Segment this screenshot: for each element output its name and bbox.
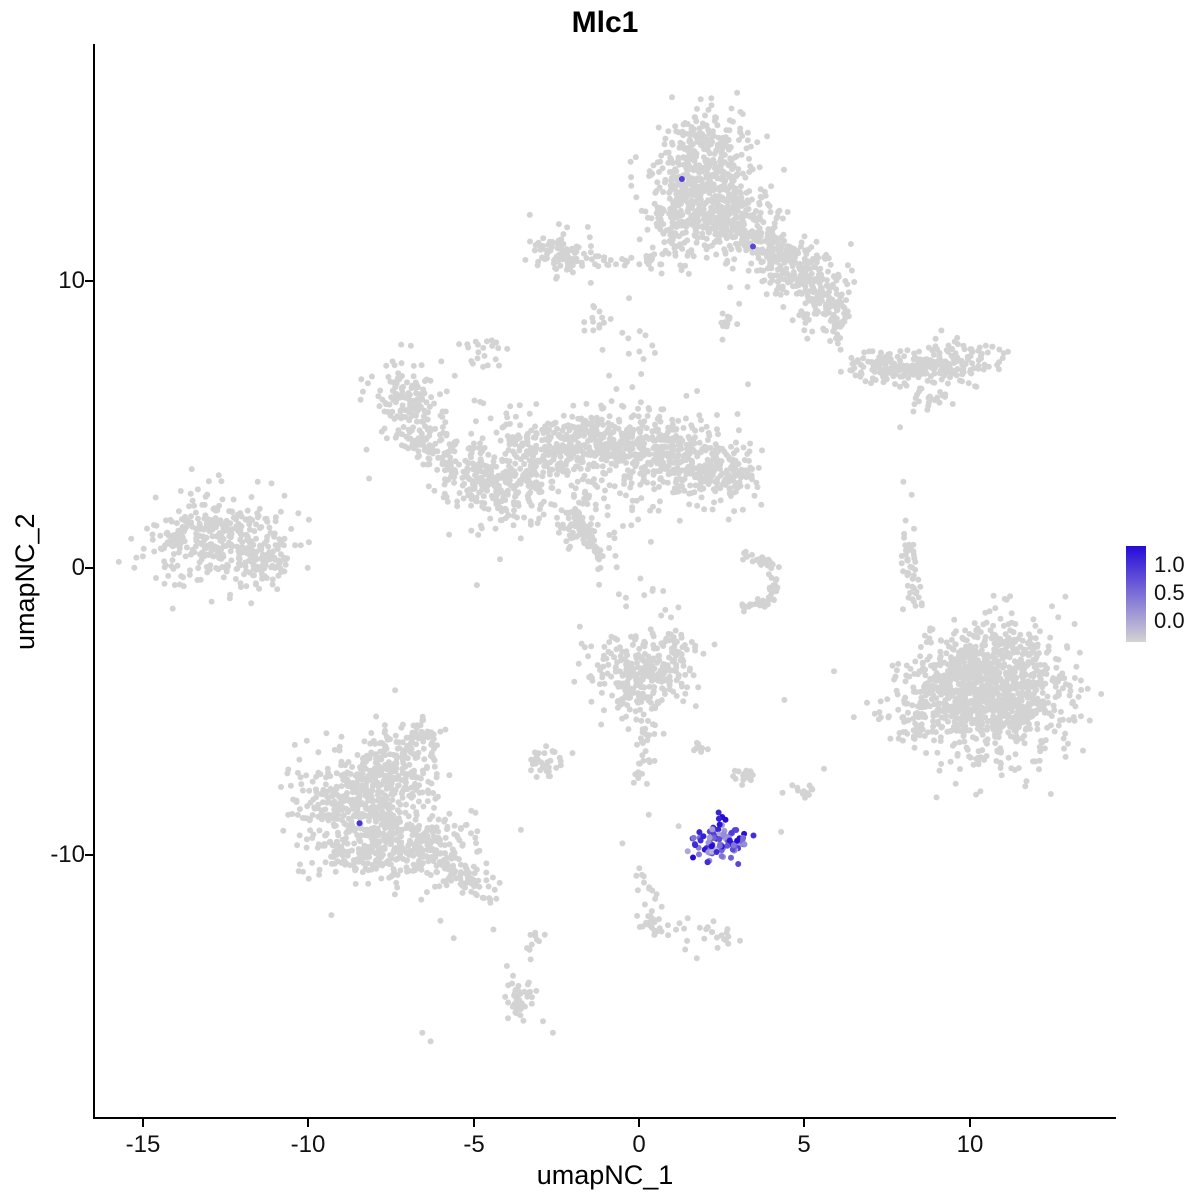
y-tick-mark [85,280,93,282]
x-tick-mark [638,1119,640,1127]
x-tick-mark [307,1119,309,1127]
x-tick-label: -10 [290,1131,326,1158]
colorbar-gradient [1126,546,1146,642]
x-tick-label: 10 [956,1131,984,1158]
y-tick-mark [85,854,93,856]
x-axis-title: umapNC_1 [536,1160,674,1190]
x-tick-mark [803,1119,805,1127]
legend-tick-label: 1.0 [1154,552,1185,577]
y-tick-label: 0 [71,554,85,581]
x-tick-mark [473,1119,475,1127]
x-axis-line [93,1117,1116,1119]
y-axis-title: umapNC_2 [10,513,40,650]
y-axis-line [93,44,95,1119]
legend-tick-label: 0.0 [1154,608,1185,633]
expression-colorbar-legend: 1.0 0.5 0.0 [1126,546,1200,646]
x-tick-mark [969,1119,971,1127]
plot-title: Mlc1 [571,6,639,39]
y-tick-label: -10 [50,841,85,868]
x-tick-label: 5 [797,1131,811,1158]
x-tick-label: 0 [632,1131,646,1158]
x-tick-label: -5 [463,1131,485,1158]
y-tick-mark [85,567,93,569]
x-tick-label: -15 [125,1131,161,1158]
legend-tick-label: 0.5 [1154,580,1185,605]
y-tick-label: 10 [58,267,85,294]
x-tick-mark [142,1119,144,1127]
